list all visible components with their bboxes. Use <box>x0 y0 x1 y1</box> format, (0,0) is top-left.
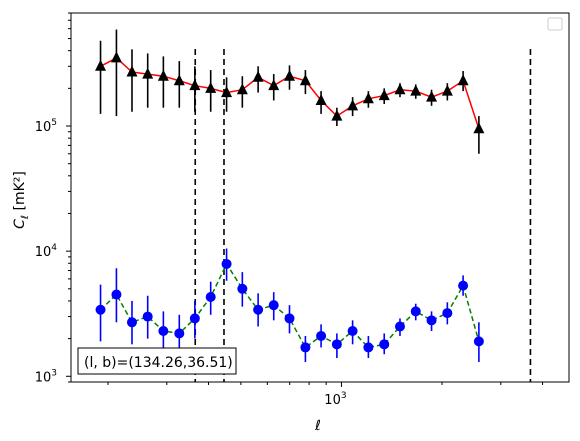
triangle-marker <box>221 86 233 98</box>
circle-marker <box>426 315 437 326</box>
y-axis-label-unit: [mK²] <box>12 171 28 210</box>
y-tick-label-base: 10 <box>35 245 52 260</box>
triangle-marker <box>378 89 390 101</box>
y-tick-label: 103 <box>35 368 57 385</box>
triangle-marker <box>426 90 438 102</box>
circle-marker <box>363 342 374 353</box>
annotation-box: (l, b)=(134.26,36.51) <box>77 347 237 375</box>
y-axis-label-subscript: ℓ <box>20 215 31 219</box>
triangle-marker <box>457 74 469 86</box>
triangle-marker <box>142 67 154 79</box>
circle-marker <box>284 313 295 324</box>
legend-box <box>547 17 563 31</box>
triangle-marker <box>189 79 201 91</box>
triangle-marker <box>126 65 138 77</box>
annotation-frame <box>77 347 237 375</box>
circle-marker <box>221 258 232 269</box>
triangle-marker <box>173 74 185 86</box>
circle-marker <box>394 321 405 332</box>
triangle-marker <box>315 93 327 105</box>
triangle-marker <box>394 83 406 95</box>
y-tick-label-exponent: 3 <box>51 368 57 378</box>
y-axis-label: Cℓ [mK²] <box>12 171 31 229</box>
circle-marker <box>316 330 327 341</box>
triangle-marker <box>252 70 264 82</box>
circle-marker <box>473 336 484 347</box>
triangle-marker <box>110 51 122 63</box>
axes-frame <box>70 12 570 383</box>
circle-marker <box>347 326 358 337</box>
y-tick-label-exponent: 5 <box>51 118 57 128</box>
svg-text:Cℓ [mK²]: Cℓ [mK²] <box>12 171 31 229</box>
x-tick-label-base: 10 <box>324 393 341 408</box>
y-tick-label: 105 <box>35 118 57 135</box>
triangle-marker <box>284 69 296 81</box>
x-tick-label: 103 <box>324 391 346 408</box>
y-tick-label-base: 10 <box>35 120 52 135</box>
triangle-marker <box>362 92 374 104</box>
circle-marker <box>331 339 342 350</box>
circle-marker <box>410 306 421 317</box>
circle-marker <box>158 326 169 337</box>
circle-marker <box>442 308 453 319</box>
y-tick-label-base: 10 <box>35 370 52 385</box>
triangle-marker <box>205 81 217 93</box>
circle-marker <box>142 311 153 322</box>
circle-marker <box>126 317 137 328</box>
triangle-marker <box>347 99 359 111</box>
triangle-marker <box>268 79 280 91</box>
circle-marker <box>253 304 264 315</box>
y-tick-label-exponent: 4 <box>51 243 57 253</box>
circle-marker <box>95 304 106 315</box>
y-tick-label: 104 <box>35 243 58 260</box>
circle-marker <box>268 300 279 311</box>
annotation-text: (l, b)=(134.26,36.51) <box>84 355 233 371</box>
circle-marker <box>205 292 216 303</box>
y-axis-label-symbol: C <box>12 219 28 229</box>
triangle-marker <box>473 122 485 134</box>
circle-marker <box>300 342 311 353</box>
triangle-marker <box>95 59 107 71</box>
circle-marker <box>458 280 469 291</box>
triangle-marker <box>331 109 343 121</box>
triangle-marker <box>299 74 311 86</box>
triangle-marker <box>157 69 169 81</box>
circle-marker <box>111 289 122 300</box>
triangle-marker <box>441 84 453 96</box>
circle-marker <box>237 283 248 294</box>
circle-marker <box>189 313 200 324</box>
x-tick-label-exponent: 3 <box>341 391 347 401</box>
triangle-marker <box>410 84 422 96</box>
circle-marker <box>174 328 185 339</box>
triangle-marker <box>236 83 248 95</box>
circle-marker <box>379 339 390 350</box>
x-axis-label: ℓ <box>314 418 321 434</box>
